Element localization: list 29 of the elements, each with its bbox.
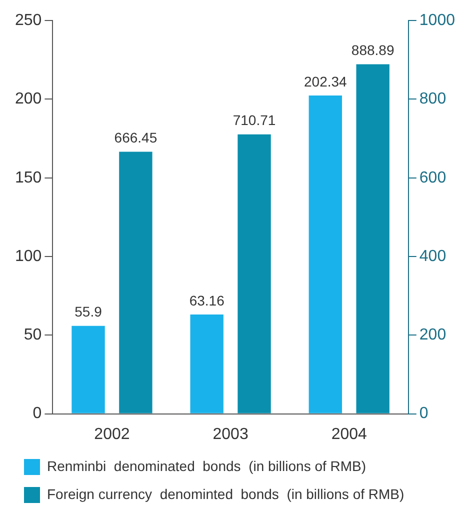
data-label: 55.9 (74, 304, 102, 320)
x-tick-label: 2004 (331, 426, 368, 443)
y-tick-label: 100 (14, 248, 42, 265)
x-tick-label: 2002 (94, 426, 130, 443)
data-label: 710.71 (232, 112, 276, 128)
y-tick-label: 0 (32, 405, 42, 422)
bar (308, 96, 342, 414)
y2-tick-label: 0 (419, 405, 428, 422)
x-tick-label: 2003 (212, 426, 248, 443)
y2-tick-label: 600 (419, 169, 446, 186)
bar (72, 326, 105, 414)
y-tick-label: 150 (14, 169, 42, 186)
data-label: 202.34 (304, 73, 348, 90)
data-label: 888.89 (351, 42, 394, 58)
bar (119, 152, 152, 414)
legend-label: Renminbi denominated bonds (in billions of RMB) (47, 458, 366, 474)
y-tick-label: 50 (24, 326, 42, 344)
bar (238, 134, 271, 414)
bar (190, 314, 224, 414)
y-tick-label: 200 (14, 90, 42, 108)
y2-tick-label: 1000 (419, 12, 456, 30)
y-tick-label: 250 (14, 12, 42, 30)
data-label: 666.45 (114, 130, 158, 146)
legend-label: Foreign currency denominted bonds (in billions of RMB) (47, 486, 404, 502)
bar (356, 64, 390, 414)
y2-tick-label: 400 (419, 248, 446, 265)
y2-tick-label: 800 (419, 90, 446, 108)
y2-tick-label: 200 (419, 326, 446, 344)
data-label: 63.16 (189, 292, 225, 308)
